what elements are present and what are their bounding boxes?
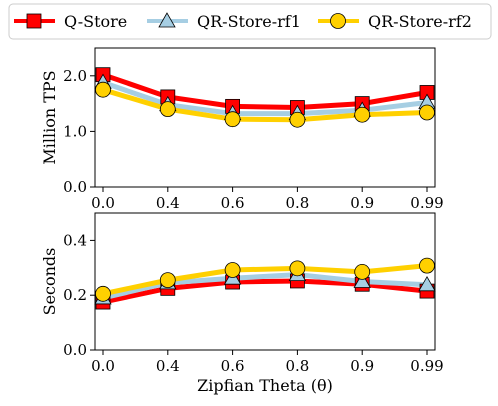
x-tick-label-latency: 0.6 — [221, 357, 245, 375]
data-point-qr-store-rf2-throughput — [224, 111, 241, 128]
x-tick-label-latency: 0.8 — [285, 357, 309, 375]
x-axis-label: Zipfian Theta (θ) — [197, 376, 333, 395]
x-tick-label-throughput: 0.99 — [410, 194, 443, 212]
legend-label-qr-store-rf1: QR-Store-rf1 — [197, 12, 301, 31]
y-tick-label-latency: 0.0 — [63, 341, 87, 359]
x-tick-label-latency: 0.0 — [91, 357, 115, 375]
data-point-qr-store-rf2-latency — [159, 272, 176, 289]
plot-frame-throughput — [94, 47, 436, 188]
latency-panel: 0.0 0.2 0.4 0.0 0.4 0.6 0.8 0.9 0.99 Seconds — [40, 212, 444, 375]
y-tick-label-latency: 0.2 — [63, 286, 87, 304]
legend-marker-q-store — [26, 13, 42, 29]
data-point-qr-store-rf2-throughput — [354, 106, 371, 123]
y-axis-label-throughput: Million TPS — [40, 70, 59, 164]
legend-marker-qr-store-rf2 — [330, 13, 346, 29]
legend-marker-qr-store-rf1 — [158, 12, 176, 28]
series-line-qr-store-rf2-latency — [102, 263, 428, 297]
x-tick-label-throughput: 0.8 — [285, 194, 309, 212]
series-line-qr-store-rf1-throughput — [102, 80, 428, 117]
legend-item-qr-store-rf2: QR-Store-rf2 — [318, 12, 472, 31]
data-point-qr-store-rf1-latency — [418, 275, 436, 292]
x-tick-label-latency: 0.4 — [156, 357, 180, 375]
data-point-qr-store-rf2-throughput — [419, 104, 435, 121]
data-point-qr-store-rf2-throughput — [95, 81, 111, 98]
legend-label-qr-store-rf2: QR-Store-rf2 — [368, 12, 472, 31]
legend-label-q-store: Q-Store — [64, 12, 127, 31]
series-line-q-store-latency — [102, 278, 428, 305]
x-tick-label-latency: 0.9 — [350, 357, 374, 375]
data-point-qr-store-rf2-latency — [289, 260, 306, 277]
legend-item-qr-store-rf1: QR-Store-rf1 — [147, 12, 301, 31]
y-tick-label-throughput: 0.0 — [63, 178, 87, 196]
data-point-qr-store-rf1-latency — [353, 272, 371, 288]
y-tick-label-latency: 0.4 — [63, 231, 87, 249]
data-point-qr-store-rf2-throughput — [289, 111, 306, 128]
series-line-q-store-throughput — [102, 72, 428, 110]
data-point-qr-store-rf2-latency — [224, 262, 241, 278]
x-tick-label-throughput: 0.0 — [91, 194, 115, 212]
data-point-qr-store-rf2-throughput — [159, 101, 176, 118]
y-axis-label-latency: Seconds — [40, 248, 59, 316]
data-point-qr-store-rf2-latency — [95, 285, 111, 302]
series-line-qr-store-rf2-throughput — [102, 87, 428, 123]
data-point-qr-store-rf2-latency — [354, 264, 371, 280]
x-tick-label-throughput: 0.4 — [156, 194, 180, 212]
plot-frame-latency — [94, 212, 436, 351]
x-tick-label-throughput: 0.9 — [350, 194, 374, 212]
legend-item-q-store: Q-Store — [14, 12, 127, 31]
x-tick-label-latency: 0.99 — [410, 357, 443, 375]
throughput-panel: 0.0 1.0 2.0 0.0 0.4 0.6 0.8 0.9 0.99 Million TPS — [40, 47, 444, 212]
series-line-qr-store-rf1-latency — [102, 272, 428, 301]
legend: Q-Store QR-Store-rf1 QR-Store-rf2 — [8, 3, 492, 40]
y-tick-label-throughput: 1.0 — [63, 122, 87, 140]
data-point-qr-store-rf2-latency — [419, 257, 435, 274]
y-tick-label-throughput: 2.0 — [63, 67, 87, 85]
legend-frame — [8, 3, 492, 40]
x-tick-label-throughput: 0.6 — [221, 194, 245, 212]
